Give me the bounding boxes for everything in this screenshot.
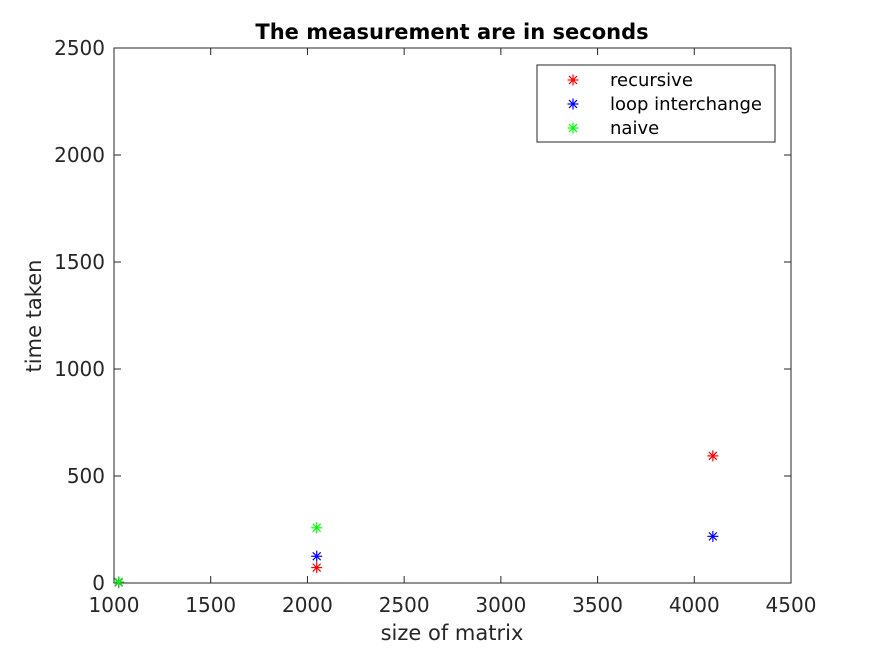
y-tick-label: 0 <box>92 571 105 595</box>
x-tick-label: 4000 <box>669 593 720 617</box>
legend-marker <box>567 98 579 110</box>
legend-label: loop interchange <box>610 94 762 115</box>
data-point <box>311 522 323 534</box>
legend-marker <box>567 74 579 86</box>
data-point <box>311 562 323 574</box>
data-point <box>707 450 719 462</box>
data-points <box>113 450 719 588</box>
data-point <box>707 530 719 542</box>
y-tick-label: 1000 <box>54 357 105 381</box>
legend-marker <box>567 122 579 134</box>
y-tick-label: 1500 <box>54 250 105 274</box>
chart-title: The measurement are in seconds <box>255 20 648 44</box>
data-point <box>311 550 323 562</box>
y-tick-label: 500 <box>67 464 105 488</box>
y-tick-label: 2000 <box>54 143 105 167</box>
x-axis-label: size of matrix <box>381 621 524 645</box>
x-tick-label: 3500 <box>572 593 623 617</box>
x-tick-label: 3000 <box>475 593 526 617</box>
legend-label: recursive <box>610 70 693 91</box>
y-tick-label: 2500 <box>54 36 105 60</box>
x-tick-label: 2000 <box>282 593 333 617</box>
data-point <box>113 576 125 588</box>
y-axis-label: time taken <box>22 260 46 373</box>
x-tick-label: 1000 <box>89 593 140 617</box>
x-tick-label: 1500 <box>185 593 236 617</box>
legend: recursive loop interchange naive <box>536 64 776 143</box>
legend-label: naive <box>610 118 659 139</box>
x-tick-label: 2500 <box>379 593 430 617</box>
x-tick-label: 4500 <box>766 593 817 617</box>
axis-ticks: 1000 1500 2000 2500 3000 3500 4000 4500 0 500 1000… <box>54 36 816 617</box>
